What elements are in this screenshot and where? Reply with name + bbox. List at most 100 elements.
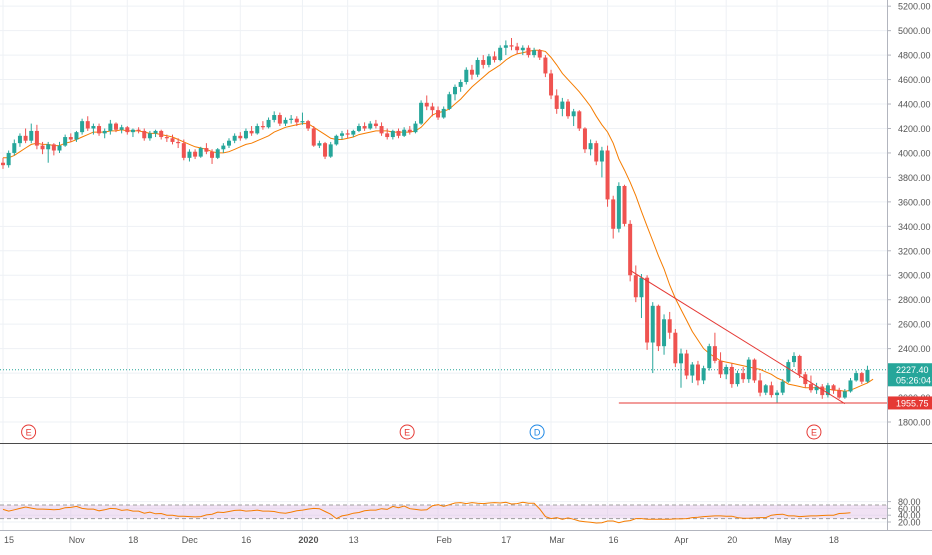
event-marker-circle (806, 424, 822, 440)
candle (17, 133, 22, 147)
candle (509, 37, 514, 51)
candle (599, 146, 604, 178)
candle-body (193, 151, 198, 157)
candle (430, 102, 435, 117)
candle-body (667, 319, 672, 333)
earnings-event-marker[interactable]: E (806, 424, 822, 440)
candle (865, 365, 870, 383)
price-axis-tick-label: 4400.00 (898, 100, 931, 110)
candle (447, 91, 452, 111)
dividend-event-marker[interactable]: D (529, 424, 545, 440)
candle (164, 134, 169, 142)
candle-body (345, 133, 350, 135)
candle-body (306, 121, 311, 129)
candle-body (729, 366, 734, 385)
candle (294, 116, 299, 127)
price-axis-tick-label: 5000.00 (898, 26, 931, 36)
candle-body (385, 133, 390, 138)
candle-body (486, 56, 491, 65)
candle-body (554, 95, 559, 109)
price-axis-tick-label: 5200.00 (898, 2, 931, 12)
candle-body (238, 135, 243, 139)
candle-body (102, 130, 107, 134)
price-axis-tick-label: 4200.00 (898, 124, 931, 134)
candle-body (187, 151, 192, 158)
candle (136, 127, 141, 134)
candle (633, 265, 638, 303)
candle-body (769, 385, 774, 396)
candle-body (227, 140, 231, 146)
candle (210, 149, 215, 164)
candle-body (746, 359, 751, 380)
candle-body (792, 355, 796, 363)
candle (402, 127, 407, 138)
candle-body (814, 386, 819, 391)
time-axis-tick-label: May (775, 535, 793, 545)
rsi-axis-tick-label: 60.00 (898, 504, 921, 514)
candle (255, 123, 260, 135)
candle (424, 95, 429, 111)
candle (831, 384, 836, 394)
candle (153, 129, 158, 138)
candle (808, 375, 813, 393)
candle (859, 371, 864, 385)
price-label-text: 1955.75 (896, 398, 929, 408)
candle-body (368, 123, 373, 129)
candle (543, 55, 548, 78)
grid-lines (0, 0, 887, 530)
candle-body (786, 362, 791, 382)
price-label-text: 2227.40 (896, 365, 929, 375)
candle-body (616, 185, 621, 229)
candle (159, 129, 164, 140)
candle (469, 64, 474, 80)
candle (385, 128, 390, 140)
candle-body (763, 385, 768, 393)
candle (707, 343, 712, 371)
candle-body (837, 390, 842, 398)
time-axis-tick-label: Mar (549, 535, 565, 545)
candle-body (441, 108, 446, 118)
candle-body (582, 128, 587, 150)
candle (311, 126, 316, 147)
candle-body (221, 145, 226, 150)
candle (181, 139, 186, 161)
candle (130, 128, 135, 138)
rsi-band (0, 505, 887, 519)
event-marker-label: D (534, 427, 541, 437)
candle-body (1, 162, 5, 166)
candle-body (430, 106, 435, 111)
candle (114, 122, 118, 133)
candle (492, 51, 497, 63)
event-marker-label: E (404, 427, 410, 437)
candle (1, 157, 5, 169)
candle (611, 195, 616, 239)
candle (780, 379, 785, 396)
event-marker-label: E (26, 427, 32, 437)
price-label-bg (888, 396, 932, 410)
candle-body (74, 132, 79, 140)
candle (390, 129, 395, 140)
candle (718, 352, 723, 378)
candle-body (334, 135, 339, 145)
candle (198, 146, 203, 158)
candle-body (260, 126, 265, 128)
candle (119, 124, 124, 134)
candle-body (645, 277, 650, 343)
candle (605, 145, 610, 207)
candle (379, 122, 384, 136)
candle (758, 373, 763, 397)
candle-body (481, 59, 486, 65)
earnings-event-marker[interactable]: E (399, 424, 415, 440)
candle-body (775, 392, 780, 396)
candle (673, 329, 678, 367)
time-axis-tick-label: 13 (349, 535, 359, 545)
candle (650, 302, 655, 374)
candle (797, 354, 802, 378)
candle (820, 384, 825, 399)
candle (340, 130, 344, 140)
earnings-event-marker[interactable]: E (21, 424, 37, 440)
candle (763, 384, 768, 396)
candle-body (701, 368, 706, 381)
candle (396, 128, 401, 139)
